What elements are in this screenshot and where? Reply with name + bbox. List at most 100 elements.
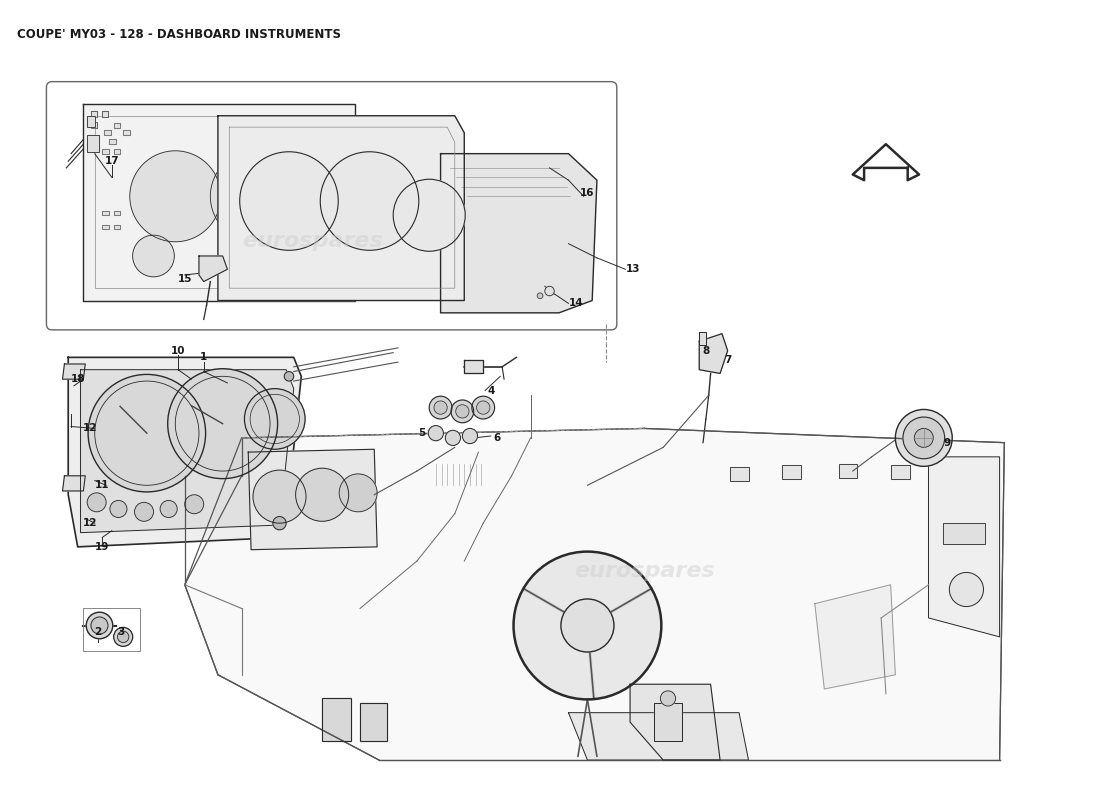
Circle shape (949, 573, 983, 606)
Circle shape (320, 152, 419, 250)
Circle shape (110, 501, 126, 518)
Circle shape (185, 494, 204, 514)
Text: 13: 13 (626, 264, 640, 274)
Polygon shape (700, 332, 706, 345)
Bar (322, 698, 351, 741)
Circle shape (393, 179, 465, 251)
Polygon shape (464, 360, 483, 374)
Circle shape (284, 163, 351, 230)
Polygon shape (441, 154, 597, 313)
Text: 8: 8 (702, 346, 710, 356)
Bar (653, 703, 682, 741)
Bar (653, 703, 682, 741)
Bar (360, 703, 386, 741)
Polygon shape (199, 256, 228, 282)
Polygon shape (185, 429, 1004, 760)
Bar (102, 225, 109, 230)
Bar (102, 210, 109, 215)
Text: 1: 1 (200, 352, 207, 362)
Bar (87, 116, 95, 127)
Bar (891, 466, 910, 478)
Bar (109, 139, 116, 144)
Circle shape (544, 286, 554, 296)
Circle shape (472, 396, 495, 419)
Bar (113, 210, 120, 215)
Text: 9: 9 (944, 438, 952, 448)
Circle shape (914, 429, 933, 447)
Text: 4: 4 (487, 386, 495, 395)
Polygon shape (630, 684, 720, 760)
Bar (113, 210, 120, 215)
Circle shape (284, 371, 294, 381)
Bar (87, 116, 95, 127)
Bar (87, 134, 99, 152)
Text: 18: 18 (70, 374, 85, 384)
Bar (891, 466, 910, 478)
Circle shape (130, 151, 221, 242)
FancyBboxPatch shape (46, 82, 617, 330)
Bar (943, 523, 986, 544)
Text: eurospares: eurospares (242, 231, 383, 251)
Text: 14: 14 (569, 298, 583, 308)
Polygon shape (249, 450, 377, 550)
Circle shape (451, 400, 474, 422)
Bar (360, 703, 386, 741)
Polygon shape (852, 144, 920, 180)
Bar (87, 134, 99, 152)
Polygon shape (84, 104, 355, 301)
Circle shape (161, 501, 177, 518)
Polygon shape (815, 585, 895, 689)
Circle shape (429, 396, 452, 419)
Bar (113, 149, 120, 154)
Polygon shape (700, 334, 728, 374)
Circle shape (253, 470, 306, 523)
Bar (91, 122, 97, 128)
Text: 19: 19 (95, 542, 110, 552)
Text: 3: 3 (118, 627, 125, 637)
Bar (113, 123, 120, 128)
Bar (102, 149, 109, 154)
Bar (729, 467, 748, 481)
Bar (782, 466, 801, 478)
Circle shape (433, 401, 448, 414)
Circle shape (561, 599, 614, 652)
Bar (91, 122, 97, 128)
Polygon shape (569, 713, 748, 760)
Circle shape (514, 551, 661, 699)
Bar (838, 465, 858, 478)
Circle shape (91, 617, 108, 634)
Text: 2: 2 (94, 627, 101, 637)
Circle shape (660, 691, 675, 706)
Bar (729, 467, 748, 481)
Circle shape (113, 627, 133, 646)
Bar (102, 149, 109, 154)
Text: 5: 5 (418, 428, 426, 438)
Circle shape (87, 493, 106, 512)
Bar (109, 139, 116, 144)
Bar (838, 465, 858, 478)
Polygon shape (63, 476, 86, 491)
Bar (322, 698, 351, 741)
Text: eurospares: eurospares (574, 561, 715, 581)
Circle shape (903, 417, 945, 458)
Polygon shape (63, 364, 86, 379)
Bar (123, 130, 130, 134)
Circle shape (210, 151, 301, 242)
Circle shape (134, 502, 154, 522)
Text: 12: 12 (82, 518, 97, 528)
Bar (104, 130, 111, 134)
Text: 6: 6 (494, 433, 502, 443)
Circle shape (428, 426, 443, 441)
Circle shape (272, 246, 306, 280)
Text: 7: 7 (724, 355, 732, 366)
Circle shape (273, 517, 286, 530)
Text: 15: 15 (177, 274, 192, 284)
Bar (104, 130, 111, 134)
Text: 12: 12 (82, 423, 97, 434)
Circle shape (88, 374, 206, 492)
Bar (113, 123, 120, 128)
Circle shape (240, 152, 339, 250)
Bar (102, 225, 109, 230)
Circle shape (86, 612, 113, 638)
Bar (113, 149, 120, 154)
